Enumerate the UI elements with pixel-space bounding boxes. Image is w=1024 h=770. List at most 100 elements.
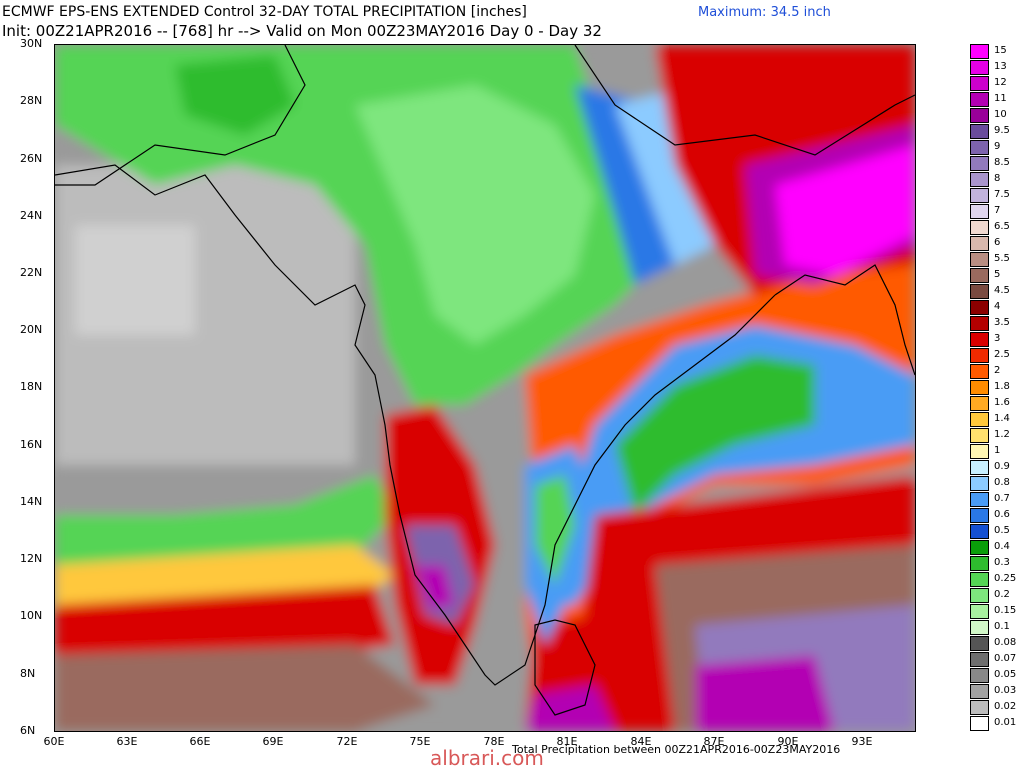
legend-swatch — [970, 332, 989, 347]
lon-label-75e: 75E — [409, 735, 431, 748]
legend-swatch — [970, 188, 989, 203]
legend-swatch — [970, 524, 989, 539]
legend-label: 1.8 — [994, 381, 1010, 392]
legend-label: 0.01 — [994, 717, 1017, 728]
legend-label: 0.1 — [994, 621, 1010, 632]
legend-label: 9 — [994, 141, 1001, 152]
legend-label: 0.9 — [994, 461, 1010, 472]
legend-label: 4 — [994, 301, 1001, 312]
legend-label: 5 — [994, 269, 1001, 280]
legend-label: 8.5 — [994, 157, 1010, 168]
legend-label: 1.6 — [994, 397, 1010, 408]
legend-swatch — [970, 108, 989, 123]
legend-label: 4.5 — [994, 285, 1010, 296]
lon-label-81e: 81E — [556, 735, 578, 748]
lat-label-10n: 10N — [20, 609, 43, 622]
lat-label-12n: 12N — [20, 552, 43, 565]
legend-swatch — [970, 204, 989, 219]
lat-label-18n: 18N — [20, 380, 43, 393]
legend-swatch — [970, 44, 989, 59]
legend-label: 6.5 — [994, 221, 1010, 232]
legend-label: 6 — [994, 237, 1001, 248]
map-canvas — [55, 45, 915, 731]
lon-label-60e: 60E — [43, 735, 65, 748]
lat-label-8n: 8N — [20, 667, 36, 680]
legend-label: 13 — [994, 61, 1007, 72]
legend-swatch — [970, 540, 989, 555]
watermark: albrari.com — [430, 746, 544, 770]
legend-label: 0.07 — [994, 653, 1017, 664]
legend-label: 5.5 — [994, 253, 1010, 264]
footer-caption: Total Precipitation between 00Z21APR2016… — [512, 743, 841, 756]
legend-swatch — [970, 76, 989, 91]
legend-swatch — [970, 652, 989, 667]
legend-swatch — [970, 700, 989, 715]
lon-label-93e: 93E — [851, 735, 873, 748]
legend-label: 0.25 — [994, 573, 1017, 584]
lat-label-24n: 24N — [20, 209, 43, 222]
legend-swatch — [970, 460, 989, 475]
lon-label-87e: 87E — [703, 735, 725, 748]
coastlines — [55, 45, 915, 716]
legend-label: 8 — [994, 173, 1001, 184]
legend-swatch — [970, 508, 989, 523]
legend-swatch — [970, 428, 989, 443]
legend-label: 2.5 — [994, 349, 1010, 360]
legend-swatch — [970, 364, 989, 379]
legend-swatch — [970, 492, 989, 507]
legend-label: 0.03 — [994, 685, 1017, 696]
legend-swatch — [970, 412, 989, 427]
legend-label: 3.5 — [994, 317, 1010, 328]
lat-label-6n: 6N — [20, 724, 36, 737]
lon-label-84e: 84E — [630, 735, 652, 748]
legend-label: 7.5 — [994, 189, 1010, 200]
legend-swatch — [970, 380, 989, 395]
legend-swatch — [970, 684, 989, 699]
legend-label: 15 — [994, 45, 1007, 56]
legend-swatch — [970, 636, 989, 651]
legend-label: 1.2 — [994, 429, 1010, 440]
legend-label: 3 — [994, 333, 1001, 344]
lon-label-66e: 66E — [189, 735, 211, 748]
lon-label-78e: 78E — [483, 735, 505, 748]
legend-swatch — [970, 92, 989, 107]
legend-label: 0.05 — [994, 669, 1017, 680]
lat-label-30n: 30N — [20, 37, 43, 50]
legend-label: 0.02 — [994, 701, 1017, 712]
legend-swatch — [970, 588, 989, 603]
legend-label: 0.15 — [994, 605, 1017, 616]
legend-label: 1 — [994, 445, 1001, 456]
lat-label-16n: 16N — [20, 438, 43, 451]
legend-swatch — [970, 396, 989, 411]
legend-swatch — [970, 300, 989, 315]
legend-swatch — [970, 444, 989, 459]
legend-swatch — [970, 252, 989, 267]
legend-label: 0.5 — [994, 525, 1010, 536]
legend-swatch — [970, 140, 989, 155]
legend-swatch — [970, 220, 989, 235]
legend-swatch — [970, 556, 989, 571]
legend-swatch — [970, 348, 989, 363]
legend-swatch — [970, 60, 989, 75]
chart-title: ECMWF EPS-ENS EXTENDED Control 32-DAY TO… — [2, 4, 527, 20]
lon-label-69e: 69E — [262, 735, 284, 748]
legend-swatch — [970, 716, 989, 731]
legend-swatch — [970, 476, 989, 491]
legend-label: 7 — [994, 205, 1001, 216]
legend-label: 1.4 — [994, 413, 1010, 424]
legend-swatch — [970, 172, 989, 187]
legend-swatch — [970, 284, 989, 299]
lat-label-14n: 14N — [20, 495, 43, 508]
precip-field — [55, 45, 915, 731]
legend-label: 0.08 — [994, 637, 1017, 648]
init-valid-line: Init: 00Z21APR2016 -- [768] hr --> Valid… — [2, 22, 602, 40]
legend-swatch — [970, 668, 989, 683]
legend-swatch — [970, 236, 989, 251]
legend-swatch — [970, 268, 989, 283]
legend-label: 0.2 — [994, 589, 1010, 600]
legend-swatch — [970, 316, 989, 331]
legend-label: 0.8 — [994, 477, 1010, 488]
lat-label-22n: 22N — [20, 266, 43, 279]
legend-label: 12 — [994, 77, 1007, 88]
legend-label: 10 — [994, 109, 1007, 120]
